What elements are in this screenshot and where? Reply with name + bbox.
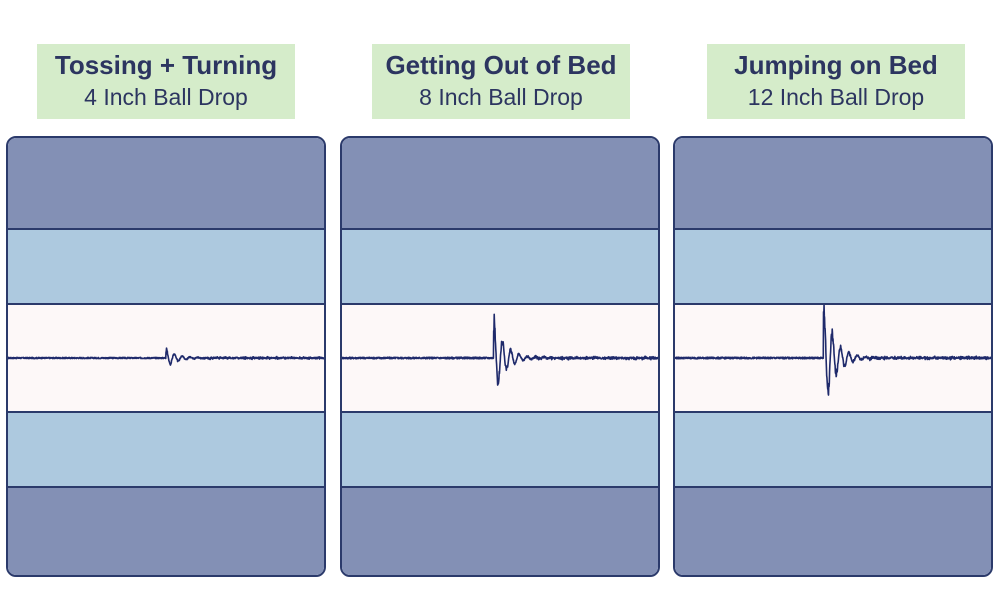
mattress-top-layer xyxy=(675,138,991,230)
mattress-upper-layer xyxy=(8,230,324,305)
vibration-series-line xyxy=(675,305,991,396)
vibration-series-line xyxy=(342,313,658,386)
mattress-middle-layer xyxy=(342,305,658,413)
panel-title: Getting Out of Bed xyxy=(385,50,617,80)
panel-jumping-on-bed: Jumping on Bed 12 Inch Ball Drop xyxy=(673,0,997,607)
mattress-lower-layer xyxy=(675,413,991,488)
panel-title: Jumping on Bed xyxy=(734,50,938,80)
motion-transfer-chart xyxy=(8,347,324,366)
mattress-lower-layer xyxy=(8,413,324,488)
panel-title: Tossing + Turning xyxy=(54,50,278,80)
mattress-top-layer xyxy=(8,138,324,230)
mattress-bottom-layer xyxy=(8,488,324,575)
panel-subtitle: 4 Inch Ball Drop xyxy=(84,84,248,110)
mattress-middle-layer xyxy=(8,305,324,413)
mattress-lower-layer xyxy=(342,413,658,488)
vibration-series-line xyxy=(8,347,324,366)
mattress-bottom-layer xyxy=(675,488,991,575)
mattress-diagram xyxy=(673,136,993,577)
mattress-upper-layer xyxy=(342,230,658,305)
motion-transfer-chart xyxy=(675,305,991,396)
panel-label: Jumping on Bed 12 Inch Ball Drop xyxy=(707,44,965,119)
mattress-upper-layer xyxy=(675,230,991,305)
panel-label: Getting Out of Bed 8 Inch Ball Drop xyxy=(372,44,630,119)
mattress-middle-layer xyxy=(675,305,991,413)
motion-transfer-chart xyxy=(342,313,658,386)
mattress-diagram xyxy=(340,136,660,577)
panel-label: Tossing + Turning 4 Inch Ball Drop xyxy=(37,44,295,119)
panel-subtitle: 12 Inch Ball Drop xyxy=(747,84,925,110)
mattress-top-layer xyxy=(342,138,658,230)
panel-subtitle: 8 Inch Ball Drop xyxy=(419,84,583,110)
panel-getting-out-of-bed: Getting Out of Bed 8 Inch Ball Drop xyxy=(340,0,664,607)
mattress-bottom-layer xyxy=(342,488,658,575)
mattress-diagram xyxy=(6,136,326,577)
panel-tossing-turning: Tossing + Turning 4 Inch Ball Drop xyxy=(6,0,330,607)
